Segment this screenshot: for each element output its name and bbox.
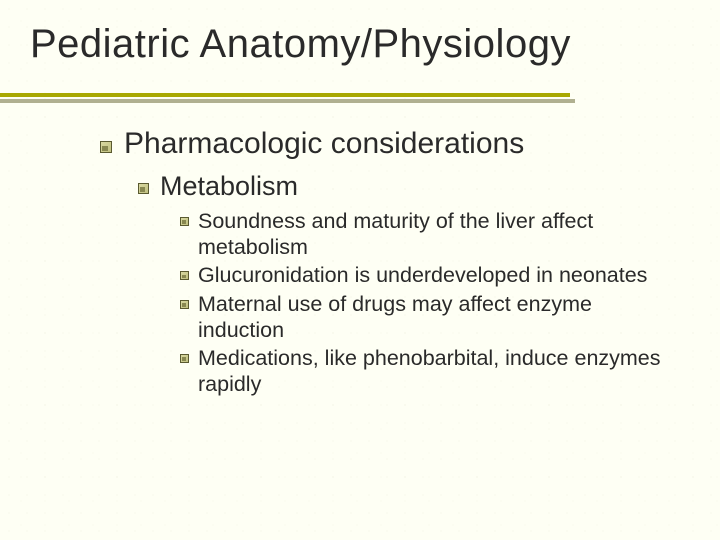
- bullet-text: Metabolism: [160, 171, 670, 202]
- bullet-level-3: Maternal use of drugs may affect enzyme …: [180, 291, 670, 343]
- slide-title: Pediatric Anatomy/Physiology: [30, 22, 700, 67]
- bullet-level-3: Glucuronidation is underdeveloped in neo…: [180, 262, 670, 288]
- bullet-text: Medications, like phenobarbital, induce …: [198, 345, 670, 397]
- bullet-text: Glucuronidation is underdeveloped in neo…: [198, 262, 670, 288]
- bullet-level-3: Soundness and maturity of the liver affe…: [180, 208, 670, 260]
- bullet-level-2: Metabolism: [138, 171, 670, 202]
- bullet-level-3: Medications, like phenobarbital, induce …: [180, 345, 670, 397]
- bullet-icon: [180, 300, 189, 309]
- bullet-text: Maternal use of drugs may affect enzyme …: [198, 291, 670, 343]
- slide: Pediatric Anatomy/Physiology Pharmacolog…: [0, 0, 720, 540]
- bullet-icon: [180, 217, 189, 226]
- bullet-text: Soundness and maturity of the liver affe…: [198, 208, 670, 260]
- bullet-icon: [100, 141, 112, 153]
- title-underline: [0, 93, 720, 105]
- bullet-icon: [180, 354, 189, 363]
- bullet-level-1: Pharmacologic considerations: [100, 127, 670, 161]
- bullet-icon: [138, 183, 149, 194]
- bullet-text: Pharmacologic considerations: [124, 127, 670, 161]
- bullet-icon: [180, 271, 189, 280]
- slide-body: Pharmacologic considerations Metabolism …: [34, 127, 700, 398]
